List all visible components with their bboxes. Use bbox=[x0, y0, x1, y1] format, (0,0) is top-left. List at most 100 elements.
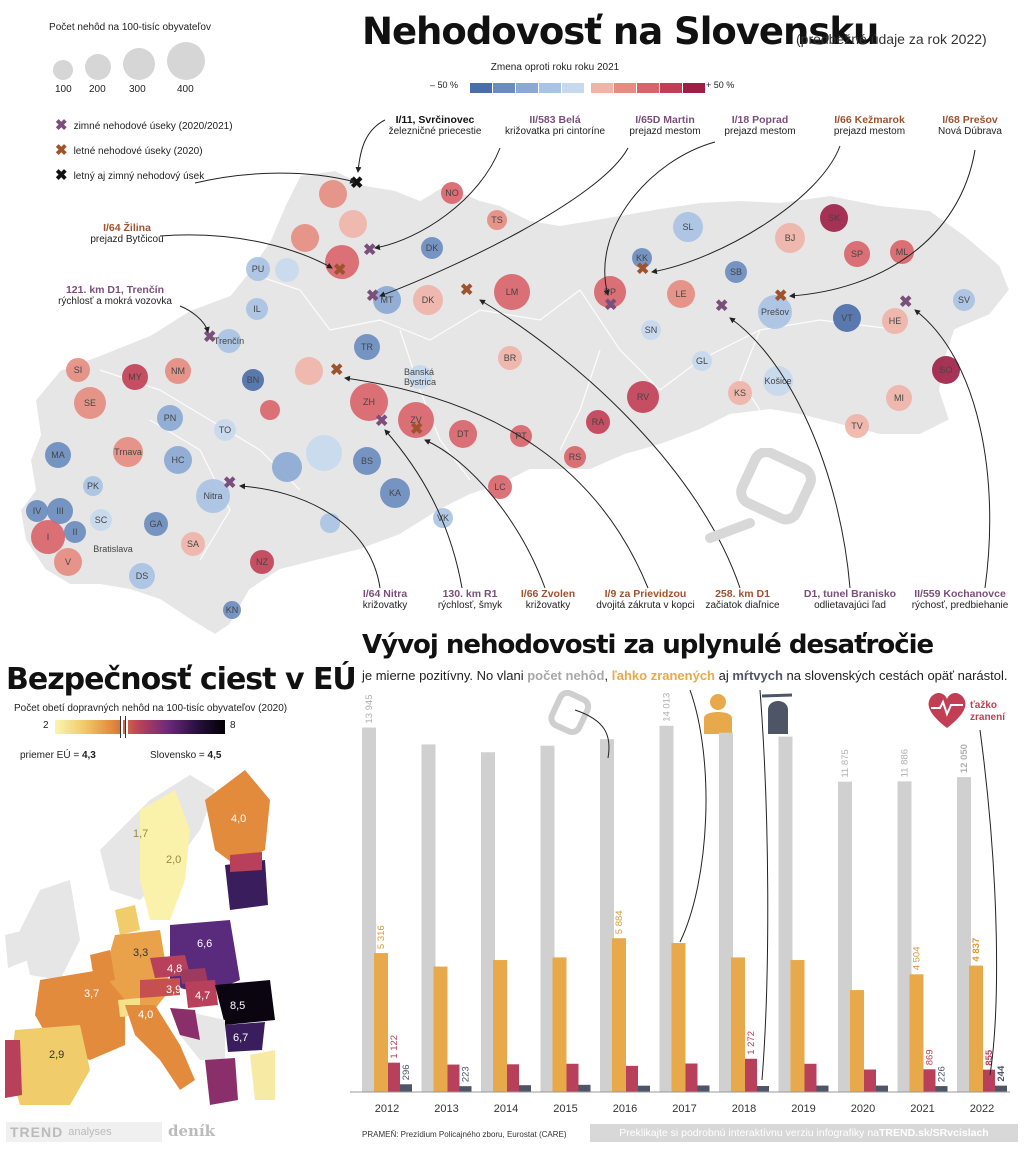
callout-nitra: I/64 Nitra križovatky bbox=[362, 588, 408, 611]
bar-deaths bbox=[400, 1084, 412, 1092]
district-bubble: Banská Bystrica bbox=[404, 365, 437, 389]
bar-value-label: 5 884 bbox=[614, 910, 625, 934]
eu-country-value: 3,7 bbox=[84, 988, 100, 1000]
car-icon bbox=[705, 448, 816, 543]
bar-accidents bbox=[600, 739, 614, 1092]
bar-heavy-injured bbox=[923, 1069, 936, 1092]
bar-heavy-injured bbox=[447, 1064, 460, 1092]
district-bubble bbox=[339, 210, 367, 238]
eu-map bbox=[0, 770, 275, 1110]
bar-value-label: 4 837 bbox=[971, 938, 982, 962]
bar-heavy-injured bbox=[626, 1065, 638, 1092]
both-cross-icon: ✖ bbox=[55, 167, 68, 184]
bar-light-injured bbox=[671, 943, 686, 1092]
bar-light-injured bbox=[433, 966, 448, 1092]
district-bubble: IV bbox=[26, 500, 48, 522]
district-bubble: PT bbox=[510, 425, 532, 447]
bar-value-label: 12 050 bbox=[959, 744, 970, 773]
x-tick-label: 2017 bbox=[672, 1103, 696, 1115]
hotspot-cross-icon: ✖ bbox=[333, 262, 347, 279]
district-bubble: PN bbox=[157, 405, 183, 431]
scale-swatch bbox=[591, 83, 613, 93]
district-bubble: SL bbox=[673, 212, 703, 242]
eu-country-value: 1,7 bbox=[133, 828, 149, 840]
x-tick-label: 2014 bbox=[494, 1103, 518, 1115]
eu-region-bulgaria bbox=[225, 1022, 265, 1052]
bar-light-injured bbox=[374, 953, 388, 1092]
bar-accidents bbox=[897, 781, 912, 1092]
bar-value-label: 869 bbox=[925, 1049, 936, 1065]
bar-light-injured bbox=[909, 974, 924, 1092]
bar-accidents bbox=[362, 727, 376, 1092]
district-bubble: TV bbox=[845, 414, 869, 438]
eu-avg-label: priemer EÚ = 4,3 bbox=[20, 750, 96, 761]
district-bubble bbox=[319, 180, 347, 208]
district-bubble: LC bbox=[488, 475, 512, 499]
heart-icon bbox=[928, 692, 966, 728]
district-bubble: I bbox=[31, 520, 65, 554]
eu-region-romania bbox=[215, 980, 275, 1025]
district-bubble: SE bbox=[74, 387, 106, 419]
bar-value-label: 1 272 bbox=[746, 1031, 757, 1055]
bubble-size-200 bbox=[85, 54, 111, 80]
bar-accidents bbox=[659, 725, 674, 1092]
bar-light-injured bbox=[850, 990, 864, 1092]
x-tick-label: 2013 bbox=[434, 1103, 458, 1115]
bubble-size-label: 300 bbox=[129, 84, 146, 95]
bar-heavy-injured bbox=[864, 1069, 876, 1092]
district-bubble: DK bbox=[413, 285, 443, 315]
bar-accidents bbox=[481, 752, 495, 1092]
bar-accidents bbox=[778, 736, 793, 1092]
bubble-size-100 bbox=[53, 60, 73, 80]
district-bubble: RA bbox=[586, 410, 610, 434]
callout-branisko: D1, tunel Branisko odlietavajúci ľad bbox=[803, 588, 897, 611]
district-bubble: VT bbox=[833, 304, 861, 332]
district-bubble: NM bbox=[165, 358, 191, 384]
x-tick-label: 2022 bbox=[970, 1103, 994, 1115]
bar-light-injured bbox=[493, 960, 507, 1092]
eu-scale-max: 8 bbox=[230, 720, 236, 731]
district-bubble: TO bbox=[214, 419, 236, 441]
interactive-link[interactable]: Preklikajte si podrobnú interaktívnu ver… bbox=[590, 1124, 1018, 1142]
district-bubble: SN bbox=[641, 320, 661, 340]
callout-prievidza: I/9 za Prievidzou dvojitá zákruta v kopci bbox=[596, 588, 695, 611]
callout-kochanovce: II/559 Kochanovce rýchosť, predbiehanie bbox=[911, 588, 1009, 611]
eu-country-value: 3,3 bbox=[133, 947, 149, 959]
eu-region-austria bbox=[140, 978, 180, 998]
x-tick-label: 2016 bbox=[613, 1103, 637, 1115]
district-bubble: BJ bbox=[775, 223, 805, 253]
district-bubble: LM bbox=[494, 274, 530, 310]
district-bubble: Trenčín bbox=[214, 329, 244, 353]
district-bubble bbox=[291, 224, 319, 252]
callout-zvolen: I/66 Zvolen križovatky bbox=[520, 588, 576, 611]
district-bubble bbox=[260, 400, 280, 420]
district-bubble: Košice bbox=[763, 366, 793, 396]
district-bubble: LE bbox=[667, 280, 695, 308]
eu-region-slovakia bbox=[180, 968, 208, 984]
district-bubble: HC bbox=[164, 446, 192, 474]
change-legend: Zmena oproti roku roku 2021 – 50 % + 50 … bbox=[430, 62, 734, 93]
bubble-legend-title: Počet nehôd na 100-tisíc obyvateľov bbox=[49, 22, 211, 33]
district-bubble: SK bbox=[820, 204, 848, 232]
bar-value-label: 13 945 bbox=[364, 695, 375, 724]
hotspot-cross-icon: ✖ bbox=[636, 261, 650, 278]
map-title: Nehodovosť na Slovensku bbox=[362, 10, 879, 53]
x-tick-label: 2018 bbox=[732, 1103, 756, 1115]
district-bubble: SB bbox=[725, 261, 747, 283]
bar-deaths bbox=[816, 1085, 829, 1092]
district-bubble: SI bbox=[66, 358, 90, 382]
sk-marker bbox=[125, 716, 128, 738]
bar-light-injured bbox=[731, 957, 745, 1092]
bar-value-label: 226 bbox=[937, 1066, 948, 1082]
winter-cross-icon: ✖ bbox=[55, 117, 68, 134]
bar-value-label: 244 bbox=[996, 1065, 1007, 1082]
district-bubble: HE bbox=[882, 308, 908, 334]
eu-region-spain bbox=[10, 1025, 90, 1105]
district-bubble: SA bbox=[181, 532, 205, 556]
bar-heavy-injured bbox=[507, 1064, 519, 1092]
district-bubble: DT bbox=[449, 420, 477, 448]
eu-title: Bezpečnosť ciest v EÚ bbox=[6, 662, 357, 697]
district-bubble: SV bbox=[953, 289, 975, 311]
district-bubble: RV bbox=[627, 381, 659, 413]
